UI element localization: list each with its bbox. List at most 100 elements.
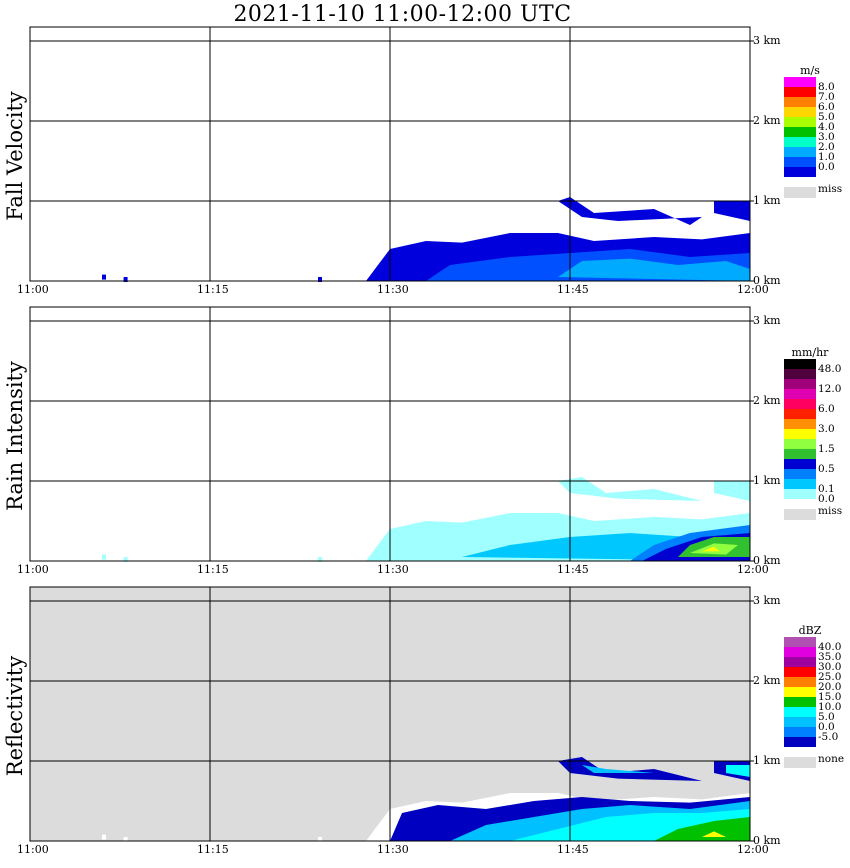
x-tick-label: 11:15 [197, 563, 229, 576]
x-tick-label: 12:00 [737, 843, 769, 856]
colorbar-swatch [784, 677, 816, 687]
y-tick-label: 2 km [753, 674, 781, 687]
x-tick-label: 12:00 [737, 283, 769, 296]
x-tick-label: 11:30 [377, 843, 409, 856]
colorbar-swatch [784, 637, 816, 647]
colorbar-label: 20.0 [818, 681, 842, 693]
y-tick-label: 2 km [753, 394, 781, 407]
plot-frame [29, 26, 751, 282]
echo-speck [102, 834, 106, 840]
echo-speck [123, 837, 128, 842]
colorbar-swatch [784, 727, 816, 737]
colorbar-swatch [784, 647, 816, 657]
colorbar-label: 10.0 [818, 701, 842, 713]
x-tick-label: 11:45 [557, 283, 589, 296]
colorbar-swatch [784, 697, 816, 707]
chart-title: 2021-11-10 11:00-12:00 UTC [233, 2, 572, 27]
y-tick-label: 1 km [753, 754, 781, 767]
colorbar-label: 48.0 [818, 363, 842, 375]
echo-region [654, 817, 750, 841]
echo-region [714, 481, 750, 501]
y-tick-label: 1 km [753, 474, 781, 487]
colorbar-swatch [784, 127, 816, 137]
echo-region [702, 831, 726, 837]
y-tick-label: 2 km [753, 114, 781, 127]
colorbar-label: 40.0 [818, 641, 842, 653]
colorbar-label: 15.0 [818, 691, 842, 703]
colorbar-swatch [784, 107, 816, 117]
colorbar-label: 5.0 [818, 711, 835, 723]
colorbar-swatch [784, 717, 816, 727]
x-tick-label: 11:00 [17, 563, 49, 576]
colorbar-label: 2.0 [818, 141, 835, 153]
colorbar-label: 0.0 [818, 161, 835, 173]
x-tick-label: 11:45 [557, 843, 589, 856]
y-tick-label: 0 km [753, 834, 781, 847]
y-tick-label: 3 km [753, 594, 781, 607]
colorbar-swatch [784, 429, 816, 439]
colorbar-swatch [784, 737, 816, 747]
colorbar-label: 35.0 [818, 651, 842, 663]
x-tick-label: 11:30 [377, 283, 409, 296]
x-tick-label: 11:00 [17, 283, 49, 296]
x-tick-label: 11:30 [377, 563, 409, 576]
colorbar-swatch [784, 97, 816, 107]
colorbar-label: 0.0 [818, 493, 835, 505]
colorbar-missing-label: none [818, 753, 845, 765]
colorbar-label: 25.0 [818, 671, 842, 683]
colorbar-missing-swatch [784, 509, 816, 520]
colorbar-label: 6.0 [818, 101, 835, 113]
colorbar-label: 5.0 [818, 111, 835, 123]
colorbar-missing-label: miss [818, 183, 843, 195]
colorbar-swatch [784, 469, 816, 479]
x-tick-label: 11:15 [197, 843, 229, 856]
colorbar-label: 30.0 [818, 661, 842, 673]
colorbar-swatch [784, 157, 816, 167]
echo-region [702, 546, 720, 552]
colorbar-swatch [784, 439, 816, 449]
colorbar-unit: m/s [800, 64, 820, 77]
colorbar-swatch [784, 489, 816, 499]
colorbar-label: 3.0 [818, 423, 835, 435]
colorbar-label: 1.5 [818, 443, 835, 455]
x-tick-label: 11:15 [197, 283, 229, 296]
echo-region [714, 201, 750, 221]
colorbar-missing-swatch [784, 757, 816, 768]
echo-speck [123, 277, 128, 282]
echo-region [582, 765, 654, 773]
colorbar-label: 8.0 [818, 81, 835, 93]
colorbar-swatch [784, 379, 816, 389]
colorbar-swatch [784, 419, 816, 429]
colorbar-swatch [784, 657, 816, 667]
plot-frame [29, 306, 751, 562]
colorbar-swatch [784, 369, 816, 379]
x-tick-label: 12:00 [737, 563, 769, 576]
colorbar-unit: dBZ [798, 624, 822, 637]
colorbar-swatch [784, 479, 816, 489]
y-tick-label: 3 km [753, 34, 781, 47]
colorbar-swatch [784, 359, 816, 369]
colorbar-swatch [784, 667, 816, 677]
colorbar-swatch [784, 77, 816, 87]
colorbar-swatch [784, 389, 816, 399]
colorbar-label: -5.0 [818, 731, 839, 743]
echo-speck [102, 554, 106, 560]
colorbar-swatch [784, 449, 816, 459]
x-tick-label: 11:45 [557, 563, 589, 576]
plot-frame [29, 586, 751, 842]
colorbar-swatch [784, 707, 816, 717]
colorbar-label: 6.0 [818, 403, 835, 415]
colorbar-unit: mm/hr [791, 346, 829, 359]
colorbar-label: 4.0 [818, 121, 835, 133]
colorbar-label: 12.0 [818, 383, 842, 395]
colorbar-swatch [784, 137, 816, 147]
colorbar-label: 3.0 [818, 131, 835, 143]
x-tick-label: 11:00 [17, 843, 49, 856]
echo-region [558, 197, 702, 225]
colorbar-label: 7.0 [818, 91, 835, 103]
echo-speck [123, 557, 128, 562]
colorbar-swatch [784, 87, 816, 97]
